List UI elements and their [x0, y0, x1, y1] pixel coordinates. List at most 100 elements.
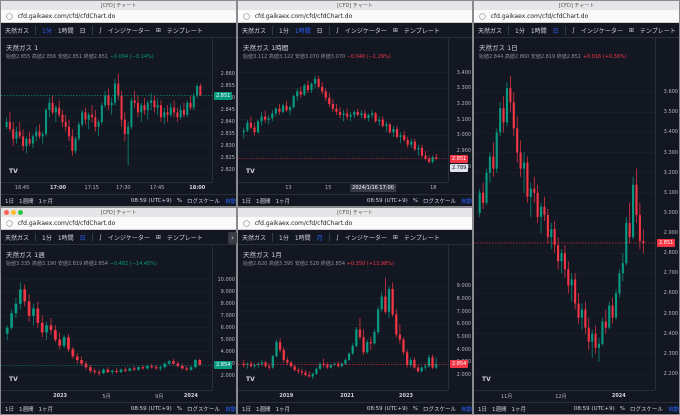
candle: [53, 325, 57, 343]
auto-scale-button[interactable]: 自動: [460, 198, 472, 205]
symbol-button[interactable]: 天然ガス: [478, 28, 503, 35]
percent-button[interactable]: %: [176, 405, 182, 412]
address-bar[interactable]: ◯ cfd.gaikaex.com/cfd/cfdChart.do: [238, 217, 472, 230]
price-axis[interactable]: 10.0009.0008.0007.0006.0005.0004.0003.00…: [212, 245, 236, 390]
interval-day-button[interactable]: 日: [316, 28, 323, 35]
log-scale-button[interactable]: ログスケール: [186, 406, 220, 413]
time-axis[interactable]: 2023 5月 9月 2024: [1, 390, 212, 402]
percent-button[interactable]: %: [176, 197, 182, 204]
clock-text[interactable]: 08:59 (UTC+9): [366, 197, 408, 204]
range-1month-button[interactable]: 1ヶ月: [38, 198, 54, 205]
templates-button[interactable]: テンプレート: [639, 28, 676, 35]
candle-body: [53, 330, 57, 340]
interval-1hour-button[interactable]: 1時間: [57, 235, 74, 242]
interval-day-button[interactable]: 日: [79, 235, 86, 242]
templates-button[interactable]: テンプレート: [403, 28, 440, 35]
interval-1hour-button[interactable]: 1時間: [57, 28, 74, 35]
range-1week-button[interactable]: 1週間: [19, 198, 34, 205]
price-axis[interactable]: 9.0008.0007.0006.0005.0004.0003.0002.000…: [448, 245, 472, 390]
indicators-button[interactable]: インジケーター: [344, 28, 387, 35]
candlestick-chart[interactable]: [1, 245, 212, 390]
interval-1min-button[interactable]: 1分: [42, 28, 52, 35]
address-bar[interactable]: ◯ cfd.gaikaex.com/cfd/cfdChart.do: [1, 10, 236, 23]
range-1day-button[interactable]: 1日: [5, 198, 14, 205]
address-bar[interactable]: ◯ cfd.gaikaex.com/cfd/cfdChart.do: [1, 217, 236, 230]
close-value: 終値2.851: [83, 54, 109, 60]
close-icon[interactable]: [4, 210, 9, 215]
indicators-button[interactable]: インジケーター: [107, 235, 150, 242]
price-tick-label: 8.000: [456, 296, 471, 303]
log-scale-button[interactable]: ログスケール: [186, 198, 220, 205]
price-axis[interactable]: 3.4003.3003.2003.1003.0002.9002.8002.851…: [448, 38, 472, 182]
log-scale-button[interactable]: ログスケール: [422, 198, 456, 205]
time-axis[interactable]: 11月 12月 2024: [474, 390, 655, 402]
range-1month-button[interactable]: 1ヶ月: [275, 406, 291, 413]
clock-text[interactable]: 08:59 (UTC+9): [573, 405, 615, 412]
range-1week-button[interactable]: 1週間: [492, 406, 507, 413]
range-1week-button[interactable]: 1週間: [19, 406, 34, 413]
candle-body: [591, 333, 594, 342]
templates-button[interactable]: テンプレート: [403, 235, 440, 242]
range-1day-button[interactable]: 1日: [242, 198, 251, 205]
interval-month-button[interactable]: 月: [316, 235, 323, 242]
candlestick-chart[interactable]: [238, 245, 448, 390]
templates-button[interactable]: テンプレート: [166, 28, 203, 35]
range-1month-button[interactable]: 1ヶ月: [511, 406, 527, 413]
candlestick-chart[interactable]: [238, 38, 448, 182]
interval-1hour-button[interactable]: 1時間: [530, 28, 547, 35]
interval-1min-button[interactable]: 1分: [279, 235, 289, 242]
interval-1min-button[interactable]: 1分: [279, 28, 289, 35]
time-axis[interactable]: 2019 2021 2023: [238, 390, 448, 402]
price-axis[interactable]: 3.600 3.500 3.400 3.300 3.200 3.100 3.000 2.900…: [655, 38, 679, 390]
interval-day-button[interactable]: 日: [552, 28, 559, 35]
percent-button[interactable]: %: [619, 405, 625, 412]
indicators-button[interactable]: インジケーター: [580, 28, 623, 35]
interval-1min-button[interactable]: 1分: [515, 28, 525, 35]
range-1week-button[interactable]: 1週間: [256, 198, 271, 205]
range-1week-button[interactable]: 1週間: [256, 406, 271, 413]
range-1day-button[interactable]: 1日: [242, 406, 251, 413]
address-bar[interactable]: ◯ cfd.gaikaex.com/cfd/cfdChart.do: [238, 10, 472, 23]
zoom-icon[interactable]: [18, 210, 23, 215]
panel-expand-handle[interactable]: ›: [228, 232, 237, 244]
log-scale-button[interactable]: ログスケール: [422, 406, 456, 413]
candlestick-chart[interactable]: [1, 38, 212, 182]
clock-text[interactable]: 08:59 (UTC+9): [130, 405, 172, 412]
interval-1hour-button[interactable]: 1時間: [294, 235, 311, 242]
percent-button[interactable]: %: [412, 405, 418, 412]
minimize-icon[interactable]: [11, 210, 16, 215]
time-tick-label: 5月: [102, 394, 111, 400]
candlestick-chart[interactable]: [474, 38, 655, 390]
log-scale-button[interactable]: ログスケール: [629, 406, 663, 413]
indicators-button[interactable]: インジケーター: [107, 28, 150, 35]
interval-day-button[interactable]: 日: [79, 28, 86, 35]
candle-body: [388, 124, 391, 133]
range-1month-button[interactable]: 1ヶ月: [275, 198, 291, 205]
time-axis[interactable]: 2024/1/16 17:00 13 15 18: [238, 182, 448, 194]
candle: [597, 337, 601, 362]
candle: [81, 110, 84, 127]
range-1day-button[interactable]: 1日: [478, 406, 487, 413]
candle: [303, 83, 306, 97]
auto-scale-button[interactable]: 自動: [224, 406, 236, 413]
symbol-button[interactable]: 天然ガス: [5, 28, 30, 35]
interval-1hour-button[interactable]: 1時間: [294, 28, 311, 35]
candle: [601, 317, 604, 346]
auto-scale-button[interactable]: 自動: [224, 198, 236, 205]
clock-text[interactable]: 08:59 (UTC+9): [366, 405, 408, 412]
templates-button[interactable]: テンプレート: [166, 235, 203, 242]
price-axis[interactable]: 2.8602.8552.8502.8452.8402.8352.8302.825…: [212, 38, 236, 182]
percent-button[interactable]: %: [412, 197, 418, 204]
address-bar[interactable]: ◯ cfd.gaikaex.com/cfd/cfdChart.do: [474, 10, 679, 23]
clock-text[interactable]: 08:59 (UTC+9): [130, 197, 172, 204]
auto-scale-button[interactable]: 自動: [460, 406, 472, 413]
symbol-button[interactable]: 天然ガス: [242, 28, 267, 35]
indicators-button[interactable]: インジケーター: [344, 235, 387, 242]
auto-scale-button[interactable]: 自動: [667, 406, 679, 413]
range-1month-button[interactable]: 1ヶ月: [38, 406, 54, 413]
symbol-button[interactable]: 天然ガス: [5, 235, 30, 242]
range-1day-button[interactable]: 1日: [5, 406, 14, 413]
symbol-button[interactable]: 天然ガス: [242, 235, 267, 242]
interval-1min-button[interactable]: 1分: [42, 235, 52, 242]
time-axis[interactable]: 16:45 17:00 17:15 17:30 17:45 18:00: [1, 182, 212, 194]
